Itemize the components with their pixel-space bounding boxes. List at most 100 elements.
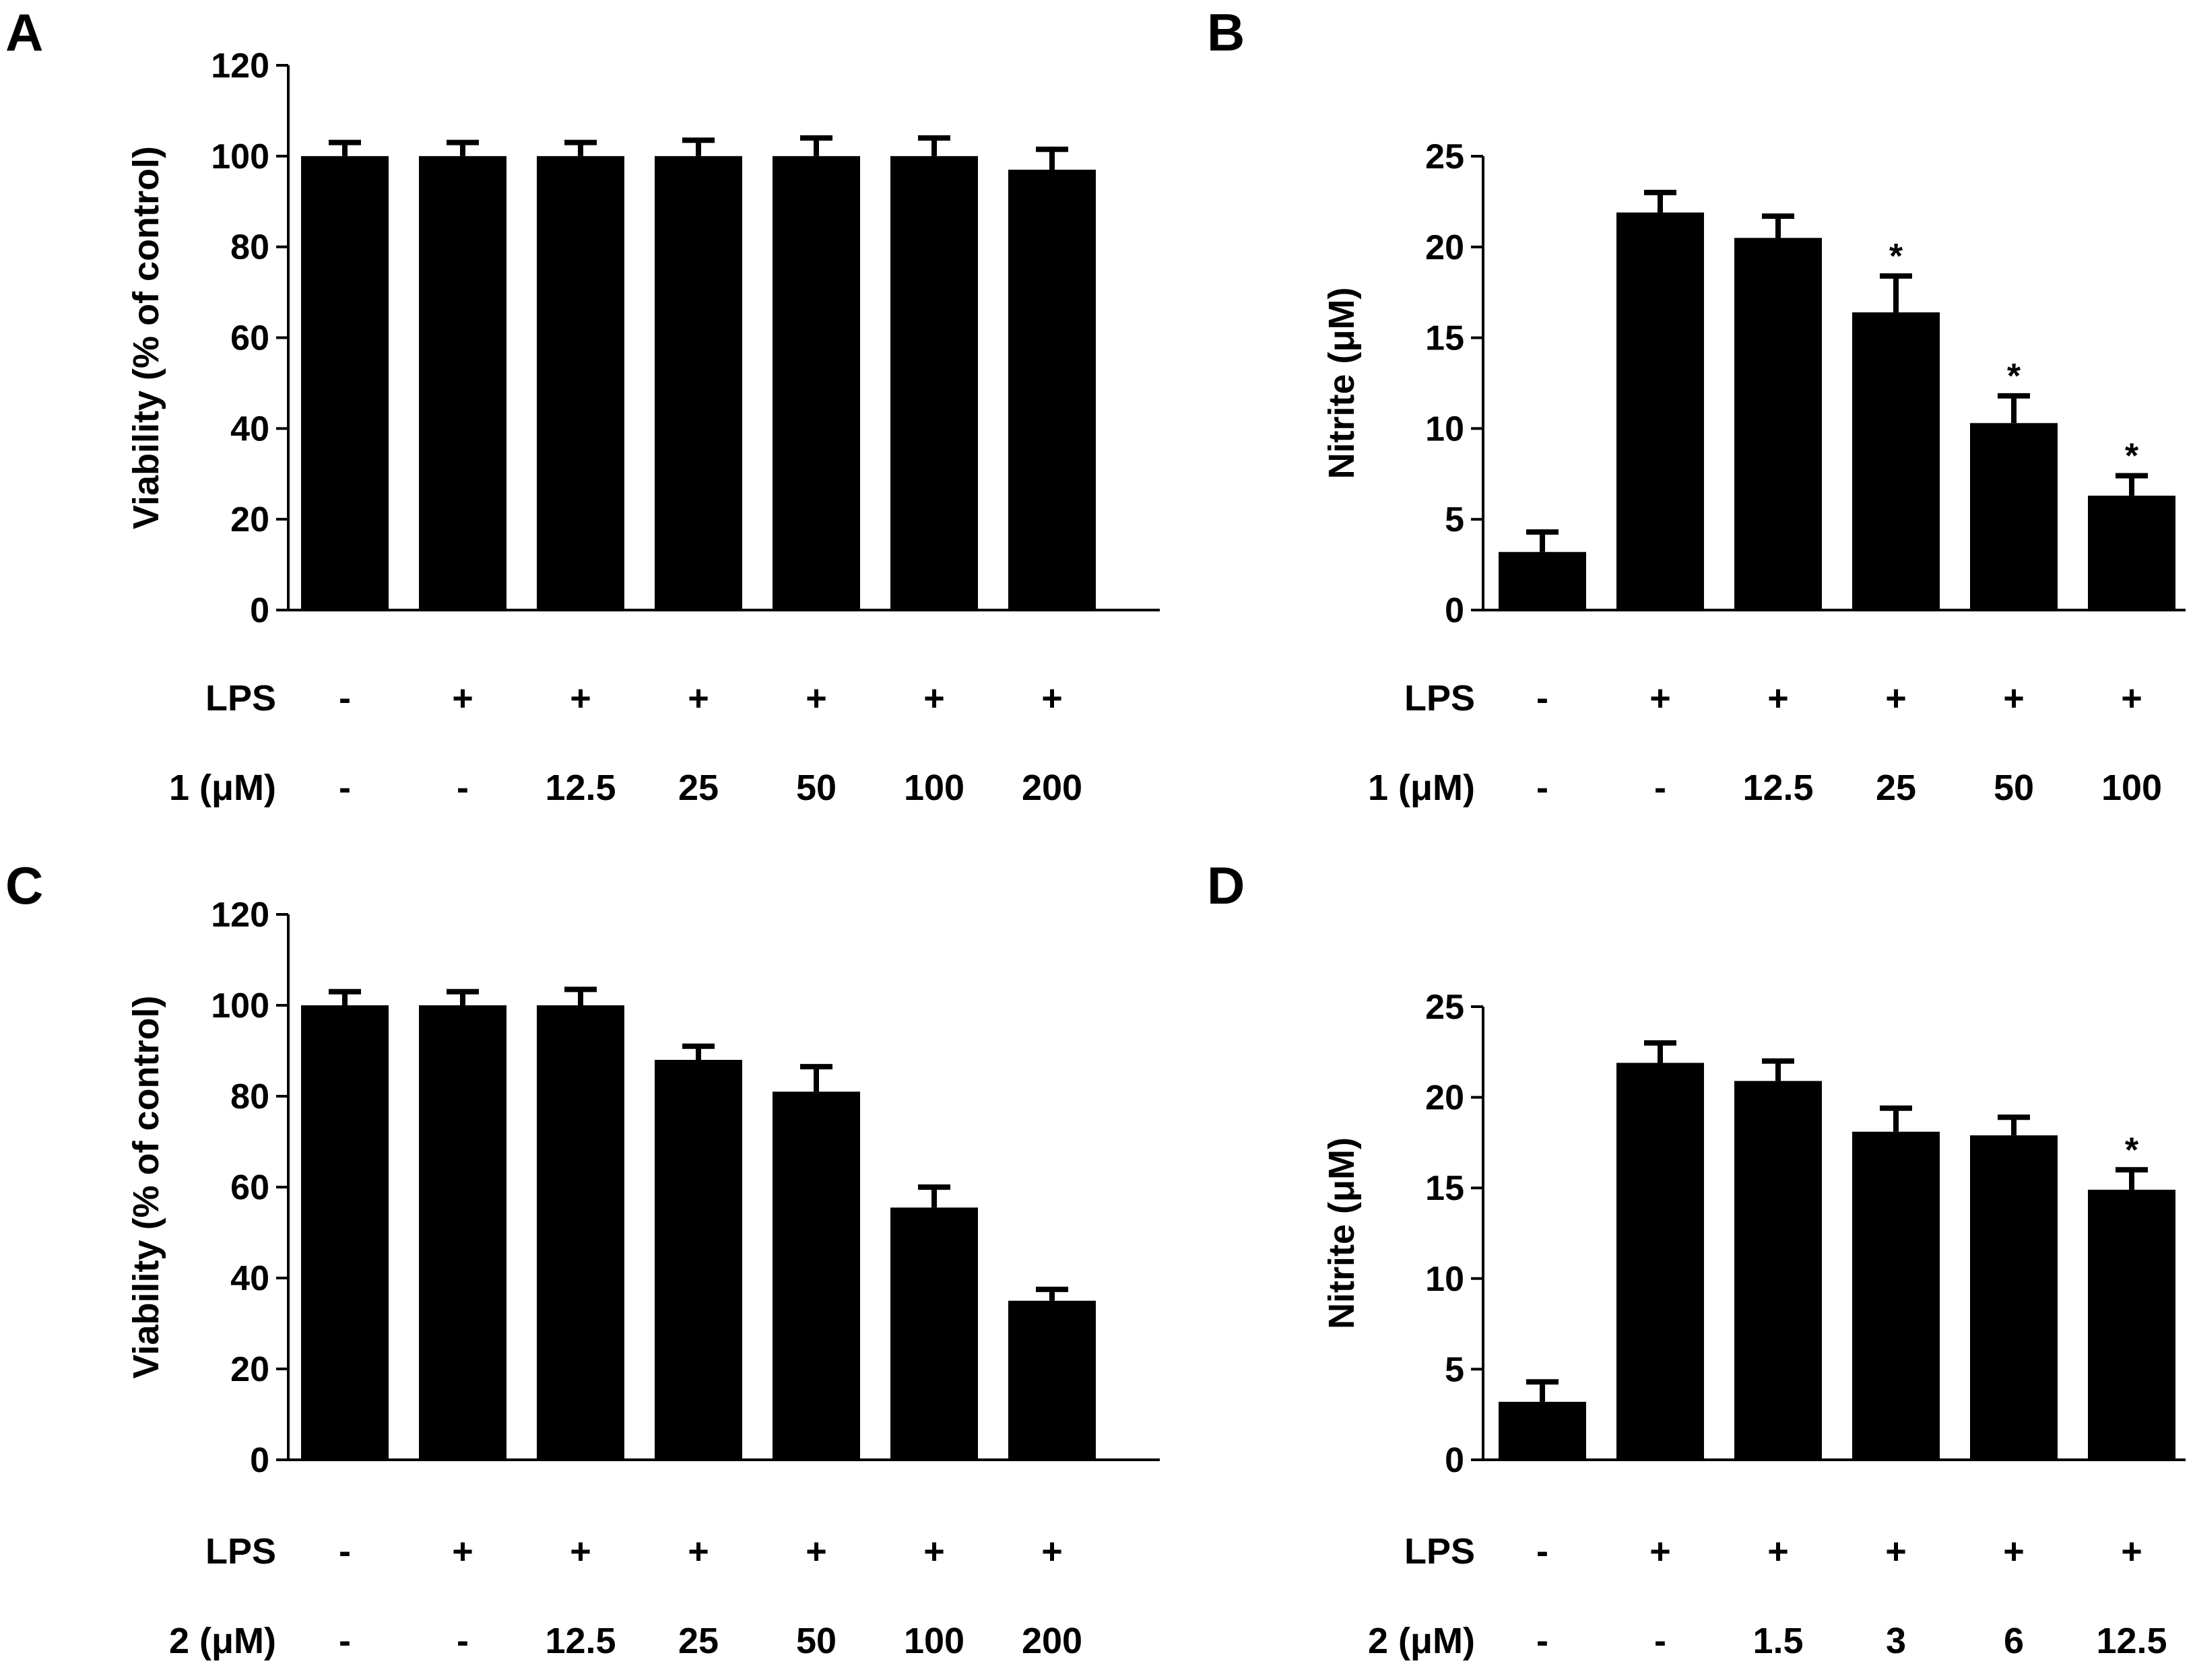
y-tick-label: 20 [1425,228,1464,267]
bar [890,156,978,611]
condition-value: + [688,1531,709,1572]
bar [301,1005,389,1460]
y-tick-label: 100 [211,986,269,1026]
y-tick-label: 0 [1445,591,1464,630]
condition-value: + [2121,678,2142,718]
panel-letter: C [5,856,43,915]
panel-letter: B [1207,3,1245,62]
condition-row-label: 1 (μM) [169,768,276,808]
y-tick-label: 80 [230,228,269,267]
condition-value: + [806,678,827,718]
y-tick-label: 40 [230,409,269,448]
condition-value: 25 [678,768,719,808]
y-tick-label: 5 [1445,500,1464,539]
condition-value: + [570,678,591,718]
condition-value: + [570,1531,591,1572]
bar [773,1091,860,1460]
condition-value: - [457,768,469,808]
condition-value: - [339,1531,351,1572]
bar [1499,1401,1586,1460]
condition-row-label: 2 (μM) [1368,1621,1475,1661]
y-axis-title: Viability (% of control) [126,146,166,529]
y-tick-label: 0 [250,591,269,630]
condition-value: + [2003,1531,2025,1572]
y-tick-label: 10 [1425,409,1464,448]
condition-value: 3 [1886,1621,1906,1661]
condition-value: + [923,678,945,718]
bar [1008,1300,1096,1460]
condition-value: + [1649,1531,1671,1572]
condition-value: + [452,1531,473,1572]
y-tick-label: 60 [230,1168,269,1207]
bar [2088,496,2175,610]
y-tick-label: 100 [211,137,269,176]
condition-value: 50 [796,1621,837,1661]
condition-value: 100 [2101,768,2162,808]
bar [537,156,624,611]
condition-value: - [339,768,351,808]
bar [773,156,860,611]
bar [1734,238,1822,610]
condition-value: + [2121,1531,2142,1572]
condition-value: - [1654,1621,1666,1661]
y-tick-label: 40 [230,1259,269,1298]
condition-value: + [806,1531,827,1572]
condition-value: 6 [2004,1621,2024,1661]
condition-value: + [452,678,473,718]
panel-b: B 0 5 10 15 20 25 Nitrite (μM) * * * LPS - + + + + +1 (μM… [1207,3,2186,808]
y-axis-title: Viability (% of control) [126,995,166,1378]
y-axis-title: Nitrite (μM) [1321,287,1362,479]
condition-value: 100 [904,1621,964,1661]
condition-value: - [339,678,351,718]
condition-value: 12.5 [2096,1621,2167,1661]
condition-value: 50 [796,768,837,808]
bar [1970,1135,2058,1460]
bar [1616,212,1704,610]
condition-value: - [457,1621,469,1661]
bar [537,1005,624,1460]
condition-value: 12.5 [1742,768,1813,808]
bar [419,156,506,611]
condition-value: 200 [1022,768,1082,808]
panel-d: D 0 5 10 15 20 25 Nitrite (μM) * LPS - + + + + +2 (μM) -… [1207,856,2186,1661]
y-tick-label: 20 [1425,1079,1464,1118]
y-axis-title: Nitrite (μM) [1321,1137,1362,1329]
condition-value: + [1041,678,1063,718]
significance-asterisk: * [2125,436,2139,475]
condition-row-label: LPS [1404,678,1475,718]
y-tick-label: 10 [1425,1260,1464,1299]
condition-value: - [1536,678,1548,718]
y-tick-label: 120 [211,896,269,935]
condition-value: - [1536,1621,1548,1661]
bar [1616,1063,1704,1460]
significance-asterisk: * [2125,1131,2139,1170]
panel-c: C 0 20 40 60 80 100 120 Viability (% of control)… [5,856,1160,1661]
condition-value: + [1885,678,1907,718]
condition-value: - [1536,1531,1548,1572]
condition-row-label: LPS [205,678,276,718]
y-tick-label: 15 [1425,319,1464,358]
condition-row-label: LPS [205,1531,276,1572]
condition-value: 25 [678,1621,719,1661]
condition-row-label: 2 (μM) [169,1621,276,1661]
condition-value: + [1767,678,1789,718]
panel-letter: A [5,3,43,62]
panel-a: A 0 20 40 60 80 100 120 Viability (% of control)… [5,3,1160,808]
panel-letter: D [1207,856,1245,915]
condition-value: 25 [1876,768,1916,808]
condition-value: + [923,1531,945,1572]
condition-value: + [1767,1531,1789,1572]
condition-row-label: 1 (μM) [1368,768,1475,808]
condition-value: 1.5 [1752,1621,1803,1661]
condition-value: 12.5 [545,768,616,808]
y-tick-label: 0 [250,1441,269,1480]
bar [1008,170,1096,610]
bar [890,1207,978,1460]
condition-value: + [1649,678,1671,718]
condition-row-label: LPS [1404,1531,1475,1572]
bar [301,156,389,611]
y-tick-label: 25 [1425,988,1464,1027]
y-tick-label: 60 [230,319,269,358]
y-tick-label: 5 [1445,1350,1464,1389]
